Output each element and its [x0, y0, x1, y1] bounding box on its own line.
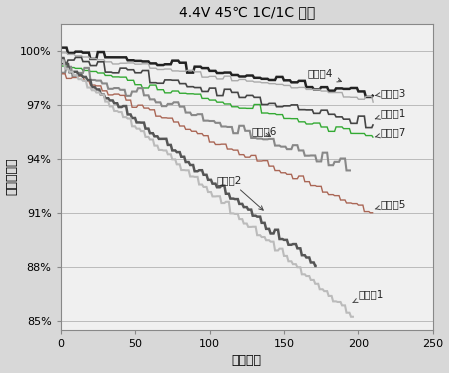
Text: 实施入6: 实施入6: [251, 126, 277, 137]
Text: 实施入5: 实施入5: [375, 199, 406, 210]
Text: 对比入1: 对比入1: [353, 289, 384, 303]
X-axis label: 循环次数: 循环次数: [232, 354, 262, 367]
Text: 实施入7: 实施入7: [375, 128, 406, 138]
Text: 实施入4: 实施入4: [308, 68, 341, 82]
Title: 4.4V 45℃ 1C/1C 循环: 4.4V 45℃ 1C/1C 循环: [179, 6, 315, 19]
Text: 实施入1: 实施入1: [375, 108, 406, 119]
Y-axis label: 容量保持率: 容量保持率: [5, 158, 18, 195]
Text: 实施入3: 实施入3: [375, 88, 406, 98]
Text: 对比入2: 对比入2: [217, 175, 263, 210]
